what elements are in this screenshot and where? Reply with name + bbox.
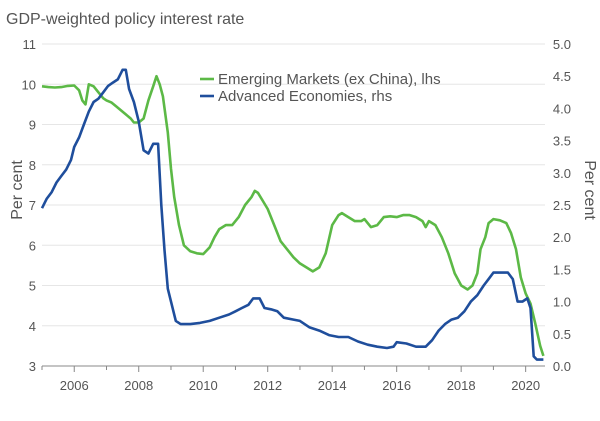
x-tick-label: 2008 bbox=[124, 378, 153, 393]
x-tick-label: 2012 bbox=[253, 378, 282, 393]
x-tick-label: 2014 bbox=[318, 378, 347, 393]
legend-label: Advanced Economies, rhs bbox=[218, 88, 392, 105]
y-tick-left-label: 11 bbox=[23, 37, 37, 52]
y-tick-right-label: 5.0 bbox=[553, 37, 571, 52]
y-tick-left-label: 9 bbox=[29, 118, 36, 133]
legend: Emerging Markets (ex China), lhsAdvanced… bbox=[200, 71, 441, 105]
y-tick-left-label: 6 bbox=[29, 238, 36, 253]
y-tick-left-label: 4 bbox=[29, 319, 36, 334]
y-ticks-left: 3 4 5 6 7 8 9 10 11 bbox=[22, 37, 36, 374]
gridlines bbox=[42, 43, 545, 327]
y-tick-right-label: 4.0 bbox=[553, 101, 571, 116]
y-tick-right-label: 0.5 bbox=[553, 327, 571, 342]
y-axis-label-left: Per cent bbox=[9, 160, 26, 220]
x-tick-label: 2020 bbox=[511, 378, 540, 393]
y-tick-right-label: 2.5 bbox=[553, 198, 571, 213]
y-tick-right-label: 1.0 bbox=[553, 295, 571, 310]
y-axis-label-right: Per cent bbox=[581, 160, 598, 220]
series-lines bbox=[40, 68, 545, 361]
y-tick-left-label: 5 bbox=[29, 279, 36, 294]
series-line-advanced-economies bbox=[40, 68, 544, 361]
x-ticks: 2006 2008 2010 2012 2014 2016 2018 2020 bbox=[41, 365, 545, 393]
y-tick-right-label: 1.5 bbox=[553, 262, 571, 277]
legend-label: Emerging Markets (ex China), lhs bbox=[218, 71, 441, 88]
y-tick-left-label: 7 bbox=[29, 198, 36, 213]
y-ticks-right: 0.0 0.5 1.0 1.5 2.0 2.5 3.0 3.5 4.0 4.5 5.0 bbox=[553, 37, 571, 374]
y-tick-right-label: 2.0 bbox=[553, 230, 571, 245]
x-tick-label: 2018 bbox=[447, 378, 476, 393]
y-tick-right-label: 3.5 bbox=[553, 134, 571, 149]
chart-title: GDP-weighted policy interest rate bbox=[6, 11, 244, 28]
x-tick-label: 2006 bbox=[60, 378, 89, 393]
x-tick-label: 2010 bbox=[189, 378, 218, 393]
y-tick-left-label: 3 bbox=[29, 359, 36, 374]
series-line-emerging-markets bbox=[41, 74, 545, 357]
x-tick-label: 2016 bbox=[382, 378, 411, 393]
y-tick-left-label: 10 bbox=[22, 77, 36, 92]
y-tick-left-label: 8 bbox=[29, 158, 36, 173]
y-tick-right-label: 3.0 bbox=[553, 166, 571, 181]
y-tick-right-label: 4.5 bbox=[553, 69, 571, 84]
y-tick-right-label: 0.0 bbox=[553, 359, 571, 374]
